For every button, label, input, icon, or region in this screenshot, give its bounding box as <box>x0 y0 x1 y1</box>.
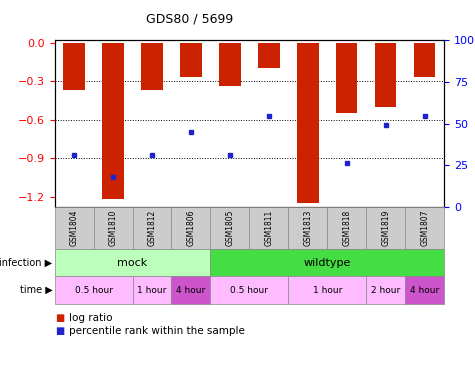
Text: time ▶: time ▶ <box>19 285 52 295</box>
Text: mock: mock <box>117 258 148 268</box>
Bar <box>63 43 85 90</box>
Bar <box>414 43 436 78</box>
Text: GSM1813: GSM1813 <box>304 210 312 246</box>
Text: 4 hour: 4 hour <box>410 285 439 295</box>
Bar <box>180 43 202 78</box>
Text: 0.5 hour: 0.5 hour <box>75 285 113 295</box>
Text: 2 hour: 2 hour <box>371 285 400 295</box>
Text: GSM1804: GSM1804 <box>70 210 78 246</box>
Bar <box>297 43 319 203</box>
Bar <box>375 43 397 107</box>
Text: GDS80 / 5699: GDS80 / 5699 <box>146 13 234 26</box>
Text: 0.5 hour: 0.5 hour <box>230 285 268 295</box>
Text: 4 hour: 4 hour <box>176 285 206 295</box>
Text: GSM1818: GSM1818 <box>342 210 351 246</box>
Text: GSM1807: GSM1807 <box>420 210 429 246</box>
Text: GSM1806: GSM1806 <box>187 210 195 246</box>
Text: GSM1819: GSM1819 <box>381 210 390 246</box>
Text: GSM1812: GSM1812 <box>148 210 156 246</box>
Text: ■: ■ <box>55 313 64 324</box>
Text: percentile rank within the sample: percentile rank within the sample <box>69 326 245 336</box>
Text: infection ▶: infection ▶ <box>0 258 52 268</box>
Bar <box>258 43 280 68</box>
Text: GSM1805: GSM1805 <box>226 210 234 246</box>
Bar <box>336 43 358 113</box>
Text: log ratio: log ratio <box>69 313 113 324</box>
Text: GSM1810: GSM1810 <box>109 210 117 246</box>
Bar <box>141 43 163 90</box>
Text: 1 hour: 1 hour <box>137 285 167 295</box>
Text: ■: ■ <box>55 326 64 336</box>
Text: GSM1811: GSM1811 <box>265 210 273 246</box>
Text: 1 hour: 1 hour <box>313 285 342 295</box>
Bar <box>102 43 124 199</box>
Bar <box>219 43 241 86</box>
Text: wildtype: wildtype <box>304 258 351 268</box>
